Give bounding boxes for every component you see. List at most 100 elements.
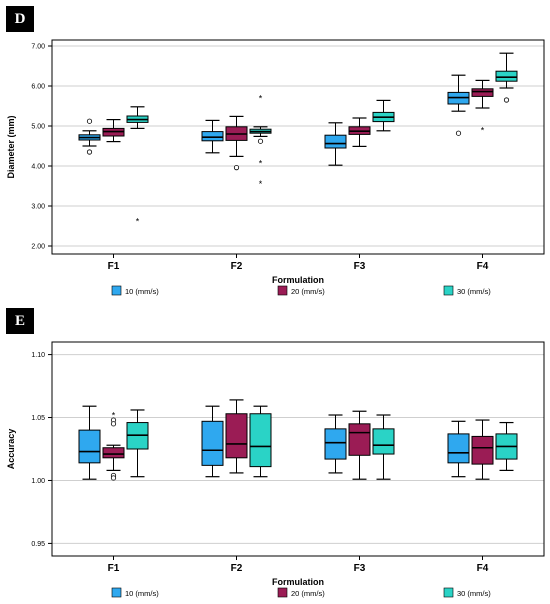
legend-item: 10 (mm/s) — [111, 587, 159, 598]
legend-label: 20 (mm/s) — [291, 589, 325, 598]
box-iqr — [471, 435, 494, 465]
y-tick-label: 1.00 — [31, 478, 45, 485]
x-axis-label: Formulation — [272, 577, 324, 587]
box-iqr — [447, 433, 470, 464]
y-tick-label: 1.05 — [31, 415, 45, 422]
x-axis-label: Formulation — [272, 275, 324, 285]
box-plot — [324, 122, 347, 166]
legend-swatch — [111, 587, 122, 598]
box-plot — [324, 414, 347, 474]
y-tick-label: 4.00 — [31, 164, 45, 171]
chart-panel-d: D 2.00 3.00 4.00 5.00 6.00 7.00 F1 F2 F3 F4 * * * * * D… — [0, 0, 550, 300]
box-iqr — [348, 423, 371, 456]
box-plot: * * * — [249, 94, 272, 189]
outlier-point — [86, 118, 93, 124]
box-plot — [348, 117, 371, 147]
box-iqr — [471, 88, 494, 97]
plot-frame — [51, 39, 545, 255]
box-iqr — [201, 420, 224, 466]
box-plot — [78, 118, 101, 155]
box-iqr — [201, 131, 224, 142]
box-plot — [495, 52, 518, 103]
outlier-point — [455, 130, 462, 136]
panel-label: E — [6, 308, 34, 334]
y-tick-label: 3.00 — [31, 204, 45, 211]
extreme-point: * — [136, 217, 140, 227]
extreme-point: * — [259, 94, 263, 104]
box-plot — [447, 420, 470, 478]
x-tick-label: F3 — [354, 563, 366, 574]
box-plot — [495, 421, 518, 471]
box-plot — [471, 419, 494, 480]
legend-item: 30 (mm/s) — [443, 587, 491, 598]
x-tick-label: F1 — [108, 261, 120, 272]
extreme-point: * — [259, 179, 263, 189]
box-iqr — [495, 70, 518, 82]
legend-label: 10 (mm/s) — [125, 287, 159, 296]
y-tick-label: 1.10 — [31, 352, 45, 359]
legend-item: 10 (mm/s) — [111, 285, 159, 296]
outlier-point — [257, 138, 264, 144]
y-tick-label: 7.00 — [31, 44, 45, 51]
legend-label: 30 (mm/s) — [457, 589, 491, 598]
outlier-point — [233, 165, 240, 171]
box-plot — [201, 405, 224, 478]
box-iqr — [372, 428, 395, 455]
box-iqr — [249, 413, 272, 468]
y-tick-label: 2.00 — [31, 244, 45, 251]
legend-item: 20 (mm/s) — [277, 587, 325, 598]
y-axis-label: Diameter (mm) — [6, 115, 16, 178]
y-tick-label: 0.95 — [31, 541, 45, 548]
legend-label: 30 (mm/s) — [457, 287, 491, 296]
legend-item: 30 (mm/s) — [443, 285, 491, 296]
legend-swatch — [277, 587, 288, 598]
box-iqr — [324, 134, 347, 149]
box-plot: * — [471, 79, 494, 136]
box-iqr — [225, 413, 248, 459]
plot-area — [52, 40, 544, 254]
box-iqr — [78, 429, 101, 464]
x-tick-label: F3 — [354, 261, 366, 272]
box-plot: * — [126, 106, 149, 227]
box-plot — [225, 399, 248, 474]
box-plot — [201, 119, 224, 154]
box-iqr — [324, 428, 347, 460]
box-plot — [372, 99, 395, 132]
y-tick-label: 6.00 — [31, 84, 45, 91]
outlier-point — [110, 475, 117, 481]
outlier-point — [86, 149, 93, 155]
box-plot: * — [102, 411, 125, 481]
box-plot — [78, 405, 101, 480]
chart-panel-e: E 0.95 1.00 1.05 1.10 F1 F2 F3 F4 * Accuracy Formu… — [0, 302, 550, 602]
extreme-point: * — [481, 126, 485, 136]
extreme-point: * — [259, 158, 263, 168]
x-tick-label: F4 — [477, 261, 489, 272]
chart-d-svg: 2.00 3.00 4.00 5.00 6.00 7.00 F1 F2 F3 F4 * * * * * Dia… — [6, 39, 545, 296]
panel-label: D — [6, 6, 34, 32]
box-plot — [126, 409, 149, 478]
y-tick-label: 5.00 — [31, 124, 45, 131]
y-axis-label: Accuracy — [6, 429, 16, 470]
outlier-point — [110, 421, 117, 427]
x-tick-label: F2 — [231, 563, 243, 574]
x-tick-label: F1 — [108, 563, 120, 574]
box-plot — [348, 410, 371, 480]
plot-area — [52, 342, 544, 556]
extreme-point: * — [112, 411, 116, 421]
chart-e-svg: 0.95 1.00 1.05 1.10 F1 F2 F3 F4 * Accuracy Formula… — [6, 341, 545, 598]
x-tick-label: F2 — [231, 261, 243, 272]
legend-item: 20 (mm/s) — [277, 285, 325, 296]
box-plot — [447, 74, 470, 136]
plot-frame — [51, 341, 545, 557]
legend-swatch — [443, 587, 454, 598]
outlier-point — [503, 97, 510, 103]
legend-label: 10 (mm/s) — [125, 589, 159, 598]
x-tick-label: F4 — [477, 563, 489, 574]
box-plot — [225, 115, 248, 171]
box-iqr — [102, 447, 125, 459]
box-plot — [372, 414, 395, 480]
box-plot — [102, 118, 125, 143]
legend-swatch — [111, 285, 122, 296]
legend-swatch — [277, 285, 288, 296]
legend-swatch — [443, 285, 454, 296]
